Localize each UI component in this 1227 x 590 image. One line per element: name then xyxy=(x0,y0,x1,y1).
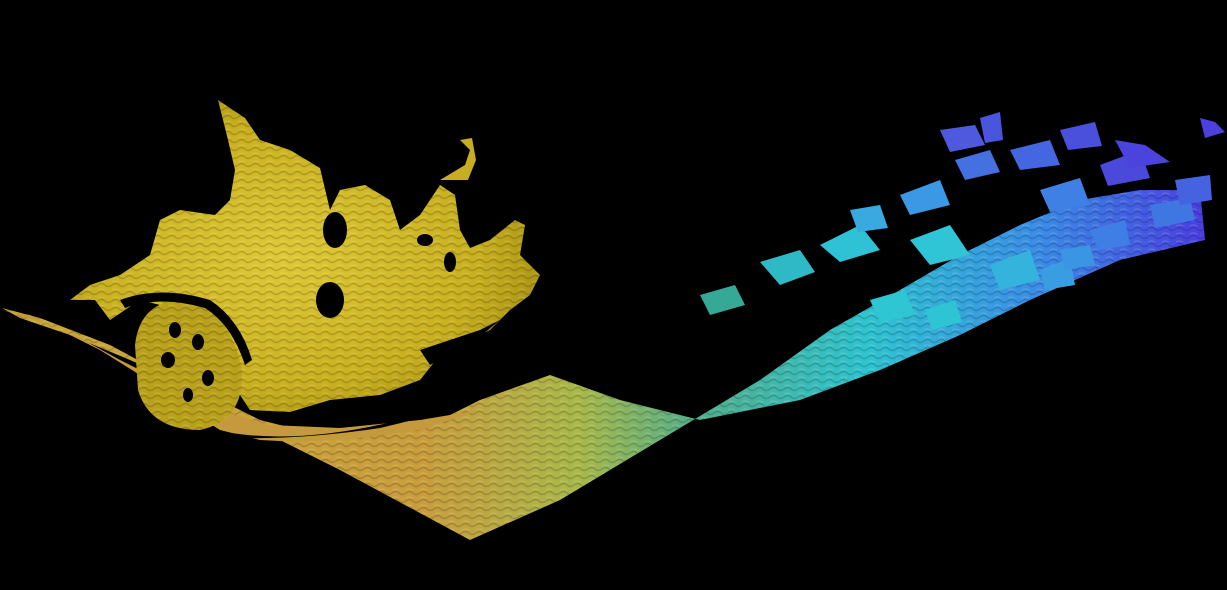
car-shadow-gap xyxy=(225,390,500,439)
far-road-fragments xyxy=(700,112,1225,330)
road-surface xyxy=(2,190,1205,540)
car-wheel xyxy=(120,292,252,430)
car-body xyxy=(70,100,540,412)
